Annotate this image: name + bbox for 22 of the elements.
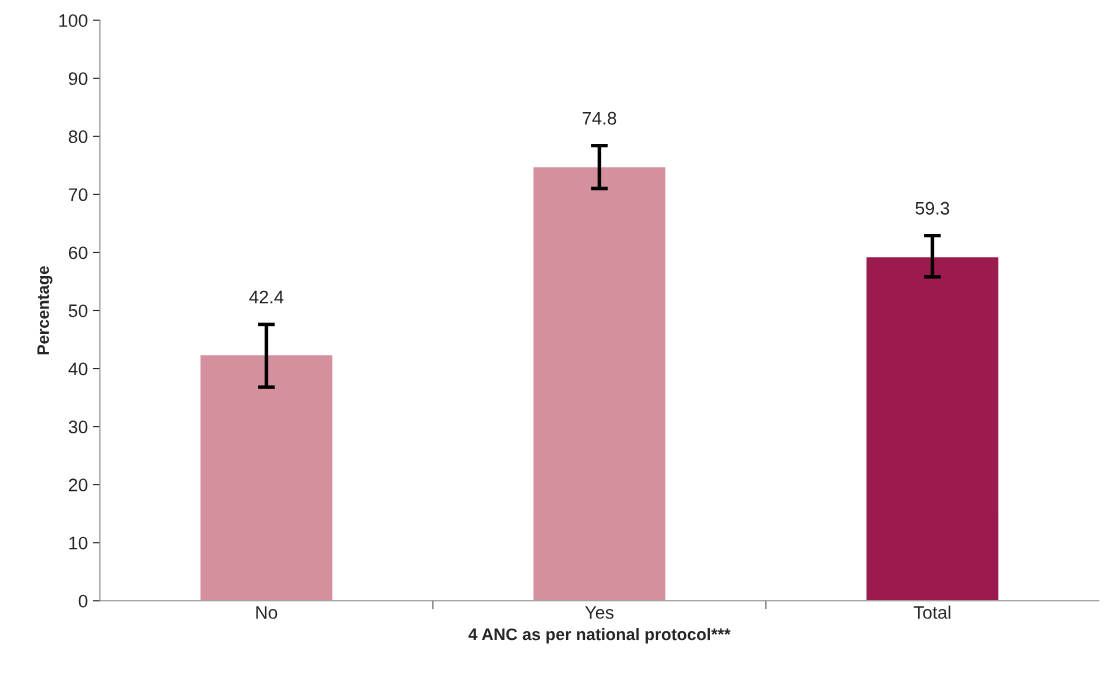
- data-label: 42.4: [249, 290, 284, 304]
- y-axis-title: Percentage: [37, 266, 53, 355]
- bar: [199, 353, 334, 601]
- y-tick-label: 60: [68, 246, 88, 260]
- x-axis-title: 4 ANC as per national protocol***: [468, 628, 731, 644]
- y-tick-label: 10: [69, 536, 88, 550]
- y-tick-label: 30: [68, 420, 88, 434]
- data-label: 59.3: [915, 201, 950, 215]
- y-tick-label: 80: [68, 130, 88, 144]
- y-tick-label: 90: [68, 72, 88, 86]
- y-tick-label: 40: [68, 362, 88, 376]
- y-tick-label: 100: [59, 14, 88, 27]
- data-label: 74.8: [582, 111, 617, 125]
- y-tick-label: 70: [68, 188, 88, 202]
- x-tick-label: Yes: [585, 606, 614, 619]
- bar: [532, 165, 667, 601]
- y-tick-label: 50: [68, 304, 88, 318]
- y-tick-label: 20: [68, 478, 88, 492]
- x-tick-label: No: [256, 606, 278, 619]
- bar: [865, 255, 1000, 601]
- x-tick-label: Total: [913, 605, 951, 619]
- y-tick-label: 0: [78, 594, 88, 608]
